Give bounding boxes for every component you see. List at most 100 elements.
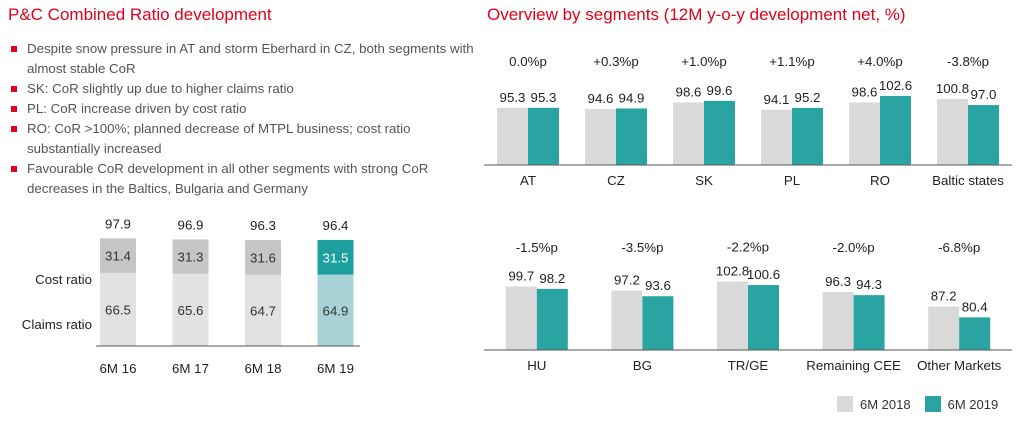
segment-category-label: TR/GE (728, 358, 769, 373)
segment-category-label: HU (527, 358, 546, 373)
segment-bar-2018 (717, 281, 748, 350)
segment-category-label: RO (870, 173, 890, 188)
segment-value-2018: 95.3 (500, 90, 526, 105)
segment-delta-label: -6.8%p (938, 240, 980, 255)
segment-value-2018: 98.6 (852, 84, 878, 99)
stack-bar-claims (245, 274, 281, 346)
segment-bar-2018 (505, 286, 537, 350)
segment-delta-label: -3.5%p (621, 240, 663, 255)
stack-series-label-cost: Cost ratio (35, 272, 92, 287)
segment-value-2019: 99.6 (707, 83, 733, 98)
segment-value-2019: 94.3 (856, 277, 882, 292)
stack-bar-claims (100, 272, 136, 346)
legend-item-2018: 6M 2018 (837, 396, 911, 412)
right-panel-title: Overview by segments (12M y-o-y developm… (487, 5, 906, 24)
commentary-bullet: PL: CoR increase driven by cost ratio (10, 99, 480, 119)
segment-bar-2018 (928, 306, 960, 350)
commentary-bullet-list: Despite snow pressure in AT and storm Eb… (10, 39, 480, 199)
segment-bar-2019 (536, 288, 568, 350)
stack-bar-claims (317, 274, 354, 346)
segment-bar-2019 (880, 95, 911, 165)
stack-series-label-claims: Claims ratio (22, 317, 92, 332)
segment-value-2018: 94.1 (764, 92, 790, 107)
segment-bar-2019 (616, 108, 647, 165)
segment-delta-label: +1.1%p (769, 54, 814, 69)
stack-bar-cost (317, 239, 354, 275)
stack-bar-claims (172, 273, 209, 346)
segment-delta-label: +0.3%p (593, 54, 638, 69)
segment-bar-2018 (611, 290, 643, 350)
legend-swatch-2018 (837, 396, 853, 412)
segment-value-2018: 94.6 (588, 91, 614, 106)
segment-delta-label: -3.8%p (947, 54, 989, 69)
segment-bar-2018 (937, 98, 968, 165)
commentary-bullet: Favourable CoR development in all other … (10, 159, 480, 199)
stack-value-claims: 64.7 (250, 303, 276, 318)
stack-total-label: 96.3 (250, 218, 276, 233)
stack-bar-cost (100, 238, 136, 273)
segment-bar-2019 (968, 105, 999, 165)
segment-delta-label: -2.2%p (727, 240, 769, 255)
segment-category-label: AT (520, 173, 536, 188)
legend-item-2019: 6M 2019 (924, 396, 999, 412)
segment-value-2018: 97.2 (614, 272, 640, 287)
segment-value-2019: 94.9 (619, 90, 645, 105)
segment-bar-2018 (497, 107, 528, 165)
segment-category-label: Remaining CEE (806, 358, 901, 373)
stack-total-label: 96.9 (178, 217, 204, 232)
segment-value-2019: 80.4 (962, 299, 988, 314)
segment-bar-2019 (528, 107, 559, 165)
stack-value-claims: 65.6 (178, 303, 204, 318)
segment-value-2018: 100.8 (936, 81, 969, 96)
segment-category-label: Baltic states (932, 173, 1004, 188)
segment-value-2019: 95.3 (531, 90, 557, 105)
segment-category-label: PL (784, 173, 800, 188)
segment-delta-label: 0.0%p (509, 54, 547, 69)
stack-value-claims: 66.5 (105, 302, 131, 317)
stack-bar-cost (245, 240, 281, 275)
segment-bar-2018 (673, 102, 704, 165)
stack-category-label: 6M 19 (317, 361, 354, 376)
segment-bar-2018 (761, 109, 792, 165)
segment-value-2018: 98.6 (676, 84, 702, 99)
segment-value-2019: 93.6 (645, 278, 671, 293)
stack-category-label: 6M 17 (172, 361, 209, 376)
segment-value-2018: 102.8 (716, 264, 749, 279)
segment-category-label: CZ (607, 173, 625, 188)
segment-value-2019: 100.6 (747, 267, 780, 282)
segment-value-2019: 97.0 (971, 87, 997, 102)
segment-bar-2019 (853, 295, 885, 350)
segment-delta-label: +1.0%p (681, 54, 726, 69)
stack-category-label: 6M 18 (245, 361, 282, 376)
stack-total-label: 97.9 (105, 216, 131, 231)
segment-value-2018: 99.7 (508, 268, 534, 283)
segment-delta-label: -2.0%p (833, 240, 875, 255)
stack-value-cost: 31.3 (178, 250, 204, 265)
segment-category-label: Other Markets (917, 358, 1002, 373)
segment-bar-2019 (792, 107, 823, 165)
legend-swatch-2019 (924, 396, 941, 412)
segment-category-label: SK (695, 173, 713, 188)
segment-bar-2019 (959, 317, 991, 350)
commentary-bullet: SK: CoR slightly up due to higher claims… (10, 79, 480, 99)
stack-category-label: 6M 16 (100, 361, 137, 376)
commentary-bullet: Despite snow pressure in AT and storm Eb… (10, 39, 480, 79)
segment-value-2019: 102.6 (879, 78, 912, 93)
left-panel-title: P&C Combined Ratio development (8, 5, 272, 24)
commentary-bullet: RO: CoR >100%; planned decrease of MTPL … (10, 119, 480, 159)
legend-label-2019: 6M 2019 (947, 396, 999, 412)
segment-bar-2019 (704, 100, 735, 165)
stack-value-cost: 31.4 (105, 249, 131, 264)
segment-value-2019: 95.2 (795, 90, 821, 105)
chart-legend: 6M 2018 6M 2019 (837, 396, 1012, 412)
segment-bar-2018 (585, 108, 616, 165)
segment-bar-2018 (822, 291, 854, 350)
stack-value-cost: 31.5 (323, 250, 349, 265)
segment-bar-2019 (642, 296, 674, 350)
segment-value-2019: 98.2 (539, 271, 565, 286)
legend-label-2018: 6M 2018 (860, 396, 911, 412)
segment-bar-2019 (748, 285, 779, 350)
segment-delta-label: +4.0%p (857, 54, 902, 69)
